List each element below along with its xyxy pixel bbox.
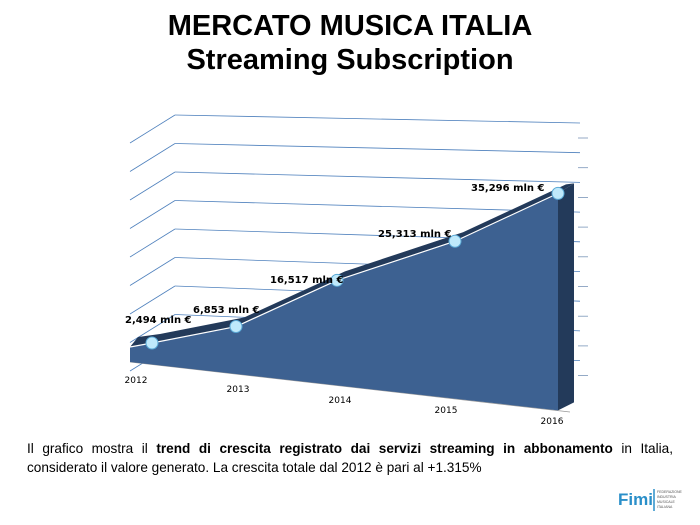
gridline-side: [129, 143, 176, 172]
caption-text-end: in Italia, considerato il valore generat…: [27, 441, 673, 475]
gridline-side: [129, 285, 176, 315]
data-point-2013: [229, 320, 243, 334]
fimi-logo: Fimi FEDERAZIONE INDUSTRIA MUSICALE ITAL…: [618, 489, 683, 511]
slide-subtitle: Streaming Subscription: [186, 44, 514, 76]
data-label-2016: 35,296 mln €: [471, 183, 545, 194]
x-tick-label-2013: 2013: [227, 385, 250, 395]
svg-text:FEDERAZIONE: FEDERAZIONE: [657, 490, 683, 494]
area-chart: 2,494 mln € 2012 6,853 mln € 2013 16,517 mln…: [125, 114, 588, 427]
svg-text:MUSICALE: MUSICALE: [657, 500, 676, 504]
gridline-side: [129, 228, 176, 258]
data-label-2013: 6,853 mln €: [193, 305, 260, 316]
x-tick-label-2014: 2014: [329, 396, 352, 406]
caption-text: Il grafico mostra il: [27, 441, 157, 456]
gridline-side: [129, 171, 176, 201]
gridline: [174, 114, 581, 124]
gridline-side: [129, 257, 176, 286]
svg-text:ITALIANA: ITALIANA: [657, 505, 673, 509]
caption-bold: trend di crescita registrato dai servizi…: [156, 441, 613, 456]
data-label-2012: 2,494 mln €: [125, 315, 192, 326]
gridline: [174, 143, 581, 154]
x-tick-label-2015: 2015: [435, 406, 458, 416]
x-tick-label-2016: 2016: [541, 417, 564, 427]
data-point-2016: [551, 186, 565, 200]
data-point-2015: [448, 234, 462, 248]
floor-edge: [129, 361, 571, 413]
svg-text:Fimi: Fimi: [618, 490, 653, 509]
data-point-2012: [145, 336, 159, 350]
svg-text:INDUSTRIA: INDUSTRIA: [657, 495, 677, 499]
gridline-side: [129, 200, 176, 229]
gridline: [174, 171, 581, 183]
data-point-2014: [330, 273, 344, 287]
area-side-face: [558, 183, 574, 411]
slide-title: MERCATO MUSICA ITALIA: [167, 10, 533, 42]
data-label-2014: 16,517 mln €: [270, 275, 344, 286]
gridline-side: [129, 114, 176, 144]
data-label-2015: 25,313 mln €: [378, 229, 452, 240]
x-tick-label-2012: 2012: [125, 376, 148, 386]
area-front-face: [130, 193, 558, 411]
caption: Il grafico mostra il trend di crescita r…: [27, 439, 673, 477]
